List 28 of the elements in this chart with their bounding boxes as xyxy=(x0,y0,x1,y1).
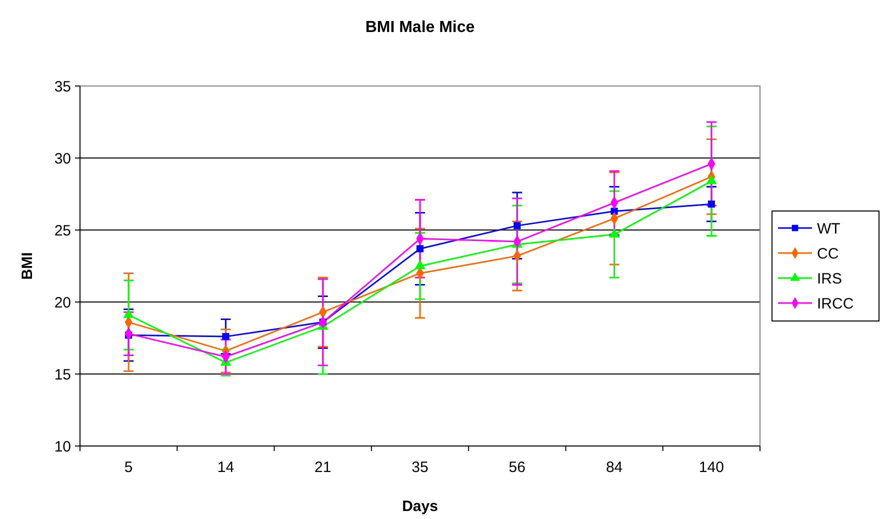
x-tick-label: 21 xyxy=(314,459,332,476)
x-tick-label: 56 xyxy=(508,459,526,476)
x-tick-label: 14 xyxy=(217,459,234,476)
y-tick-label: 10 xyxy=(54,438,71,456)
x-tick-label: 35 xyxy=(412,459,428,476)
point xyxy=(706,174,717,184)
legend-label: IRCC xyxy=(817,295,854,312)
point xyxy=(708,200,715,208)
x-tick-label: 140 xyxy=(698,459,724,476)
y-tick-label: 30 xyxy=(54,150,71,168)
point xyxy=(608,228,620,238)
point xyxy=(222,333,230,340)
point xyxy=(416,245,424,252)
x-tick-label: 5 xyxy=(124,459,133,476)
point xyxy=(414,260,426,270)
y-tick-label: 15 xyxy=(54,366,71,384)
legend-label: WT xyxy=(817,220,840,238)
legend-label: CC xyxy=(817,245,839,262)
point xyxy=(514,222,521,230)
y-tick-label: 25 xyxy=(54,222,71,240)
legend-label: IRS xyxy=(817,270,842,288)
x-axis-title: Days xyxy=(402,498,438,515)
point xyxy=(123,308,134,318)
x-tick-label: 84 xyxy=(606,459,623,476)
chart-title: BMI Male Mice xyxy=(365,19,475,36)
y-tick-label: 20 xyxy=(54,294,71,312)
y-tick-label: 35 xyxy=(54,78,71,96)
y-axis-title: BMI xyxy=(19,252,36,280)
